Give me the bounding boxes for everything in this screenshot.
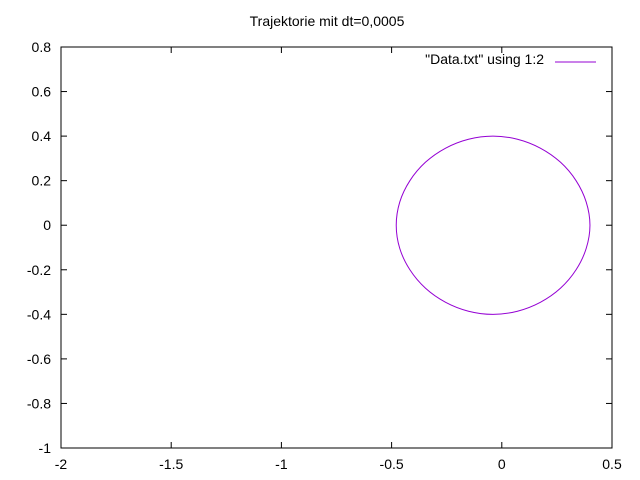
x-tick-label: 0 [498,456,506,472]
legend: "Data.txt" using 1:2 [425,51,596,67]
plot-frame [60,46,613,449]
y-tick-label: 0 [43,217,51,233]
legend-label: "Data.txt" using 1:2 [425,51,544,67]
y-tick-label: 0.4 [32,128,52,144]
chart-title: Trajektorie mit dt=0,0005 [250,13,405,29]
x-tick-label: -0.5 [380,456,404,472]
x-tick-label: -2 [55,456,68,472]
y-tick-label: -0.6 [27,351,51,367]
y-tick-label: -0.4 [27,306,51,322]
y-tick-label: 0.6 [32,84,52,100]
y-tick-label: 0.8 [32,39,52,55]
x-tick-label: 0.5 [602,456,622,472]
axis-ticks: -2 -1.5 -1 -0.5 0 0.5 -1 -0.8 -0.6 -0.4 -0.2 0 0.2 0.… [27,39,622,472]
y-tick-label: -0.2 [27,262,51,278]
x-tick-label: -1.5 [159,456,183,472]
series-line [395,135,591,315]
series-layer [395,135,591,315]
y-tick-label: -1 [39,440,52,456]
y-tick-label: 0.2 [32,173,52,189]
y-tick-label: -0.8 [27,395,51,411]
x-tick-label: -1 [275,456,288,472]
